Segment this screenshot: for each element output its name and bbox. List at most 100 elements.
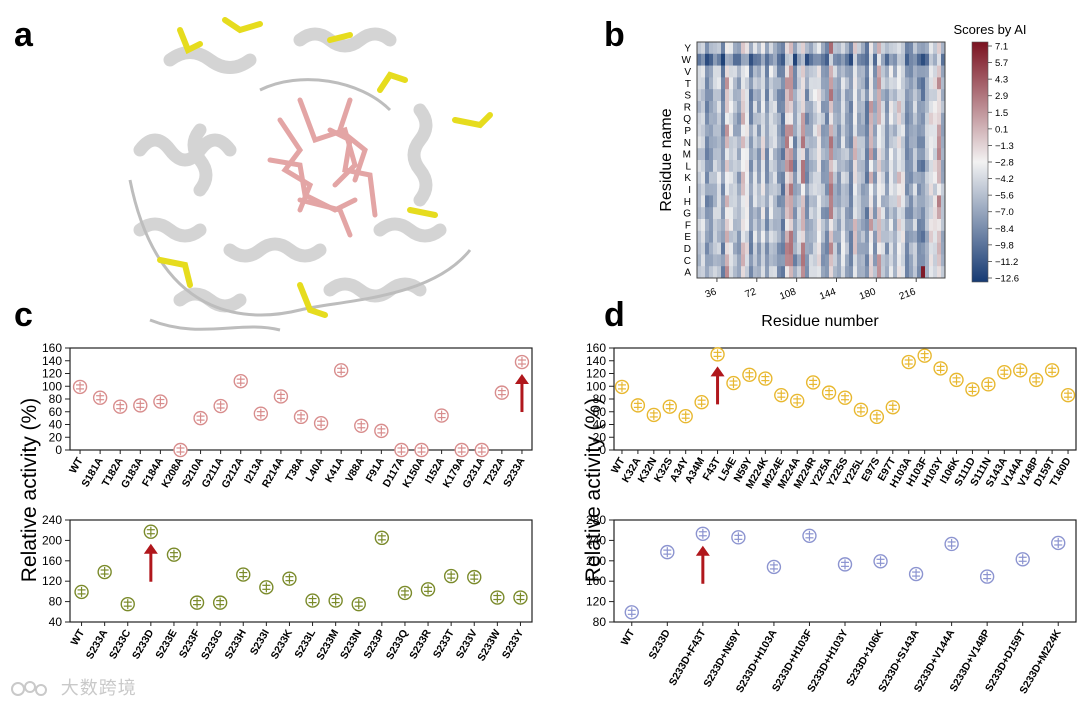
heatmap-cell bbox=[925, 195, 930, 208]
heatmap-cell bbox=[741, 124, 746, 137]
heatmap-cell bbox=[941, 124, 946, 137]
heatmap-cell bbox=[753, 42, 758, 55]
heatmap-cell bbox=[741, 230, 746, 243]
heatmap-cell bbox=[717, 42, 722, 55]
heatmap-cell bbox=[817, 242, 822, 255]
heatmap-residue-label: V bbox=[684, 67, 691, 78]
heatmap-cell bbox=[921, 183, 926, 196]
heatmap-cell bbox=[853, 266, 858, 279]
heatmap-cell bbox=[729, 124, 734, 137]
heatmap-cell bbox=[761, 65, 766, 78]
heatmap-cell bbox=[901, 219, 906, 232]
heatmap-cell bbox=[869, 89, 874, 102]
heatmap-cell bbox=[697, 171, 702, 184]
heatmap-cell bbox=[729, 148, 734, 161]
heatmap-cell bbox=[825, 230, 830, 243]
heatmap-cell bbox=[889, 171, 894, 184]
heatmap-x-tick-label: 108 bbox=[778, 286, 798, 302]
heatmap-cell bbox=[921, 219, 926, 232]
heatmap-cell bbox=[881, 171, 886, 184]
heatmap-cell bbox=[845, 148, 850, 161]
heatmap-cell bbox=[733, 230, 738, 243]
colorbar-tick-label: −5.6 bbox=[995, 191, 1014, 202]
heatmap-cell bbox=[813, 207, 818, 220]
heatmap-cell bbox=[877, 42, 882, 55]
heatmap-cell bbox=[917, 77, 922, 90]
heatmap-cell bbox=[853, 171, 858, 184]
heatmap-cell bbox=[881, 219, 886, 232]
heatmap-cell bbox=[861, 183, 866, 196]
heatmap-xlabel: Residue number bbox=[761, 313, 879, 330]
highlight-arrow-head bbox=[695, 545, 710, 556]
heatmap-cell bbox=[757, 112, 762, 125]
heatmap-cell bbox=[861, 230, 866, 243]
heatmap-cell bbox=[829, 160, 834, 173]
heatmap-cell bbox=[833, 254, 838, 267]
heatmap-cell bbox=[705, 254, 710, 267]
heatmap-cell bbox=[869, 230, 874, 243]
heatmap-cell bbox=[869, 148, 874, 161]
heatmap-cell bbox=[933, 160, 938, 173]
heatmap-cell bbox=[909, 266, 914, 279]
heatmap-cell bbox=[713, 183, 718, 196]
heatmap-cell bbox=[717, 254, 722, 267]
heatmap-cell bbox=[749, 183, 754, 196]
heatmap-cell bbox=[853, 254, 858, 267]
heatmap-cell bbox=[941, 230, 946, 243]
heatmap-cell bbox=[733, 195, 738, 208]
heatmap-cell bbox=[745, 148, 750, 161]
heatmap-cell bbox=[809, 254, 814, 267]
heatmap-cell bbox=[797, 207, 802, 220]
heatmap-cell bbox=[885, 242, 890, 255]
heatmap-cell bbox=[829, 136, 834, 149]
heatmap-cell bbox=[897, 77, 902, 90]
heatmap-cell bbox=[929, 77, 934, 90]
heatmap-cell bbox=[753, 266, 758, 279]
heatmap-cell bbox=[849, 89, 854, 102]
heatmap-cell bbox=[865, 183, 870, 196]
heatmap-cell bbox=[813, 230, 818, 243]
heatmap-cell bbox=[933, 230, 938, 243]
heatmap-cell bbox=[821, 183, 826, 196]
heatmap-cell bbox=[869, 136, 874, 149]
heatmap-cell bbox=[709, 207, 714, 220]
heatmap-cell bbox=[885, 266, 890, 279]
heatmap-cell bbox=[901, 254, 906, 267]
heatmap-cell bbox=[873, 266, 878, 279]
heatmap-cell bbox=[901, 42, 906, 55]
heatmap-cell bbox=[845, 171, 850, 184]
heatmap-cell bbox=[873, 77, 878, 90]
heatmap-cell bbox=[853, 77, 858, 90]
heatmap-cell bbox=[917, 207, 922, 220]
heatmap-cell bbox=[737, 53, 742, 66]
heatmap-cell bbox=[901, 148, 906, 161]
heatmap-cell bbox=[861, 254, 866, 267]
panel-label-c: c bbox=[14, 296, 33, 334]
heatmap-cell bbox=[853, 124, 858, 137]
heatmap-cell bbox=[717, 89, 722, 102]
heatmap-cell bbox=[941, 195, 946, 208]
x-tick-label: S233Y bbox=[500, 628, 526, 661]
heatmap-cell bbox=[777, 242, 782, 255]
heatmap-cell bbox=[921, 89, 926, 102]
heatmap-cell bbox=[697, 207, 702, 220]
heatmap-cell bbox=[881, 266, 886, 279]
heatmap-cell bbox=[821, 160, 826, 173]
heatmap-cell bbox=[805, 266, 810, 279]
heatmap-cell bbox=[933, 124, 938, 137]
heatmap-cell bbox=[773, 207, 778, 220]
heatmap-cell bbox=[793, 42, 798, 55]
heatmap-cell bbox=[761, 89, 766, 102]
heatmap-cell bbox=[941, 207, 946, 220]
heatmap-cell bbox=[857, 195, 862, 208]
heatmap-cell bbox=[733, 207, 738, 220]
heatmap-residue-label: G bbox=[683, 209, 691, 220]
y-tick-label: 160 bbox=[42, 554, 62, 568]
heatmap-cell bbox=[725, 101, 730, 114]
heatmap-cell bbox=[781, 242, 786, 255]
heatmap-cell bbox=[937, 89, 942, 102]
heatmap-cell bbox=[877, 65, 882, 78]
heatmap-cell bbox=[857, 136, 862, 149]
heatmap-cell bbox=[933, 219, 938, 232]
heatmap-cell bbox=[833, 77, 838, 90]
